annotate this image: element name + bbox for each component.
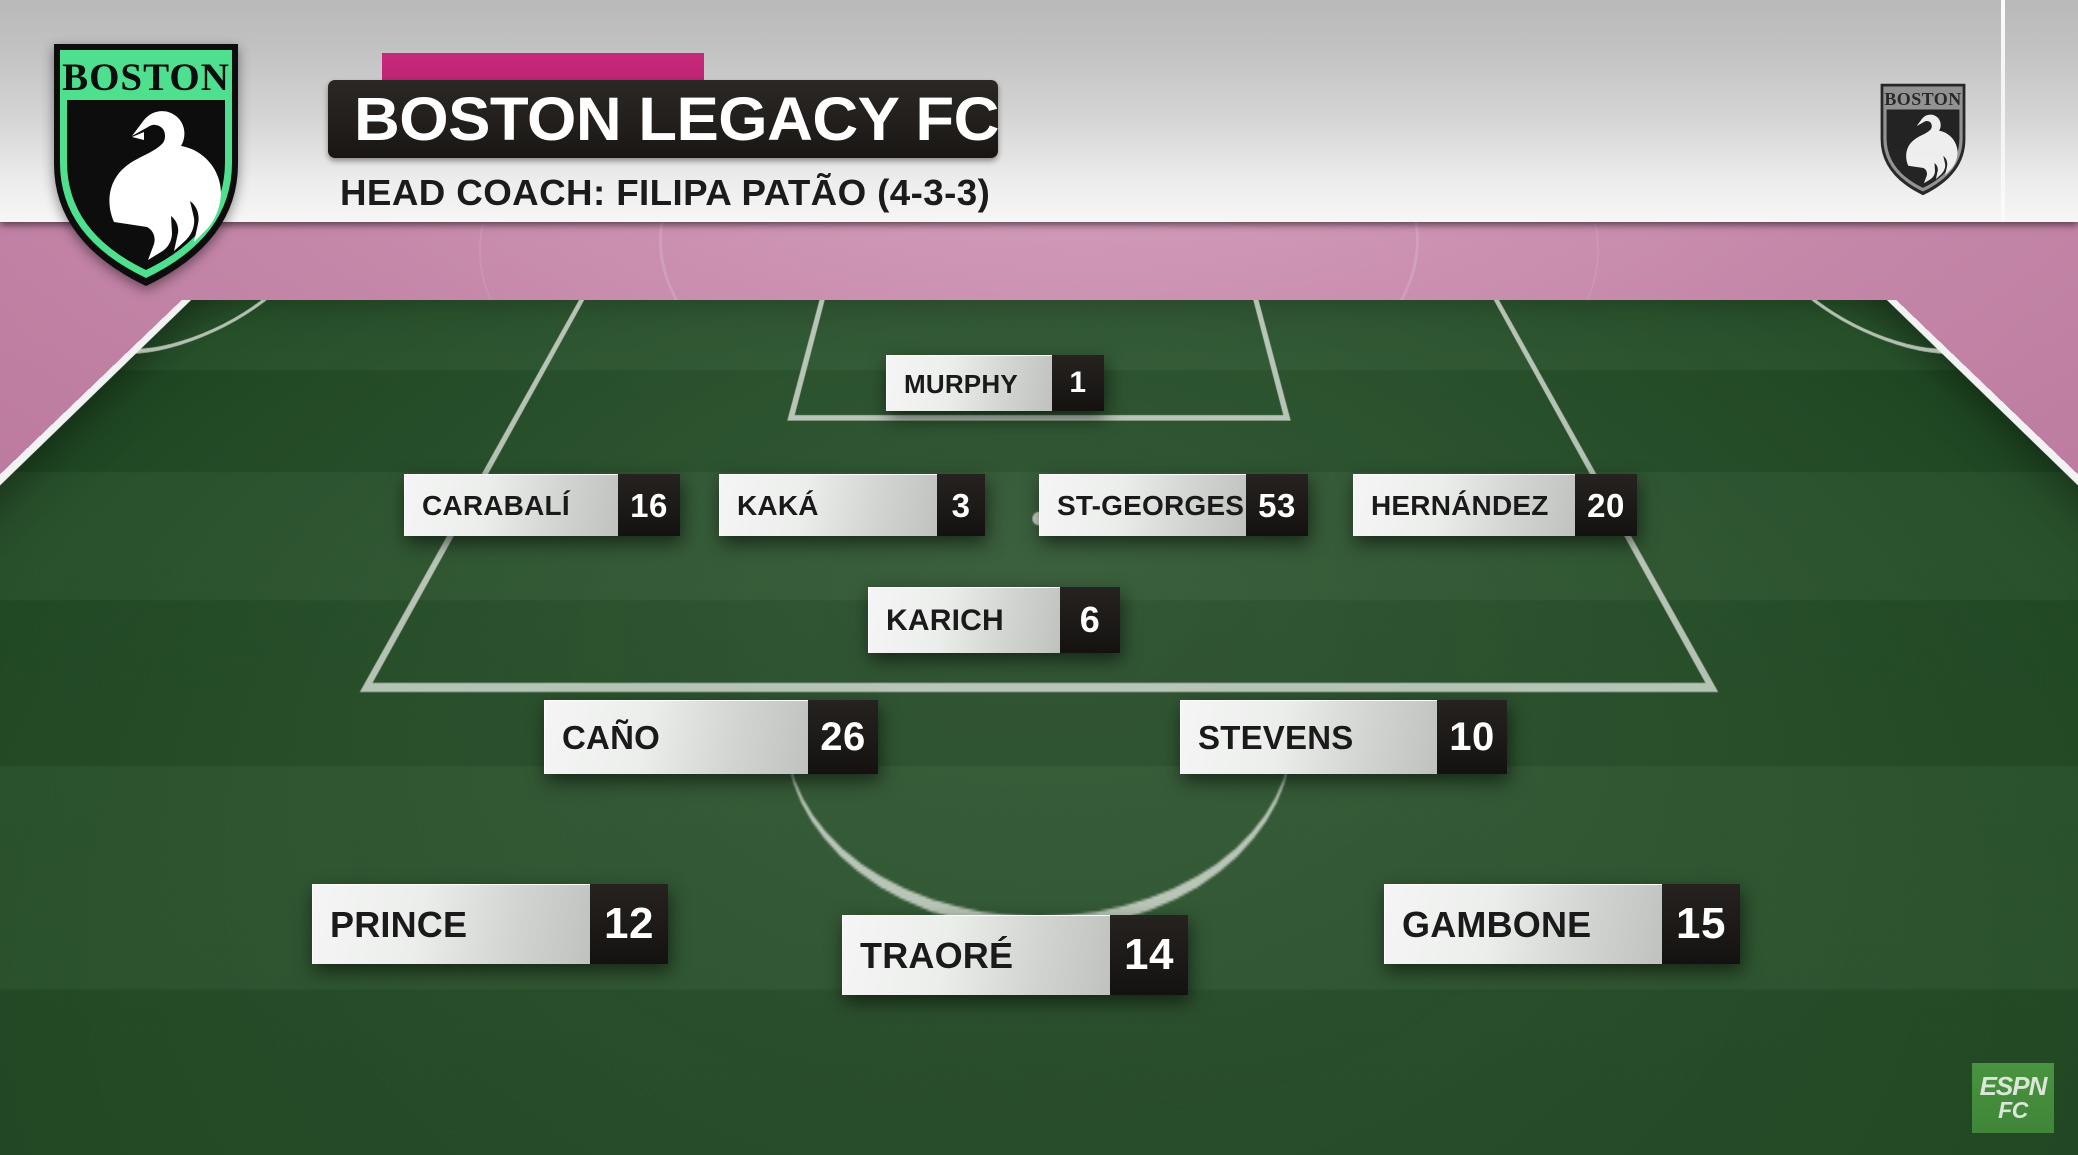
player-card[interactable]: PRINCE 12 xyxy=(312,884,668,964)
pitch-container xyxy=(0,300,2078,1155)
player-name: HERNÁNDEZ xyxy=(1371,489,1549,521)
player-number-box: 12 xyxy=(590,884,668,964)
player-card[interactable]: CARABALÍ 16 xyxy=(404,474,680,536)
player-number-box: 10 xyxy=(1437,700,1507,774)
player-number: 3 xyxy=(951,486,971,524)
title-plate: BOSTON LEGACY FC xyxy=(328,80,999,158)
player-number: 15 xyxy=(1676,899,1726,948)
svg-text:BOSTON: BOSTON xyxy=(62,56,230,99)
player-card[interactable]: CAÑO 26 xyxy=(544,700,878,774)
svg-text:BOSTON: BOSTON xyxy=(1884,89,1961,109)
player-name-box: STEVENS xyxy=(1180,700,1437,774)
fc-logo-text: FC xyxy=(1998,1096,2028,1123)
header-divider xyxy=(2001,0,2005,222)
player-name-box: CAÑO xyxy=(544,700,808,774)
player-name-box: MURPHY xyxy=(886,355,1052,411)
player-name-box: KAKÁ xyxy=(719,474,937,536)
player-name: ST-GEORGES xyxy=(1057,489,1245,521)
player-number-box: 16 xyxy=(618,474,680,536)
player-number: 26 xyxy=(820,715,866,759)
player-number-box: 15 xyxy=(1662,884,1740,964)
player-name-box: HERNÁNDEZ xyxy=(1353,474,1575,536)
player-name: TRAORÉ xyxy=(860,934,1014,976)
espn-fc-logo: ESPN FC xyxy=(1972,1063,2054,1133)
player-card[interactable]: KARICH 6 xyxy=(868,587,1120,653)
player-name-box: CARABALÍ xyxy=(404,474,618,536)
player-card[interactable]: TRAORÉ 14 xyxy=(842,915,1188,995)
player-name-box: PRINCE xyxy=(312,884,590,964)
player-name-box: KARICH xyxy=(868,587,1060,653)
player-number-box: 53 xyxy=(1246,474,1308,536)
player-name: STEVENS xyxy=(1198,719,1354,756)
player-name: KAKÁ xyxy=(737,489,819,521)
player-number: 6 xyxy=(1079,599,1101,640)
player-number: 16 xyxy=(630,486,668,524)
player-name: GAMBONE xyxy=(1402,903,1592,945)
player-name: PRINCE xyxy=(330,903,468,945)
espn-logo-text: ESPN xyxy=(1979,1071,2048,1102)
player-name: CARABALÍ xyxy=(422,489,570,521)
player-name: MURPHY xyxy=(904,368,1018,399)
player-number-box: 14 xyxy=(1110,915,1188,995)
player-number-box: 26 xyxy=(808,700,878,774)
player-name-box: TRAORÉ xyxy=(842,915,1110,995)
player-number-box: 6 xyxy=(1060,587,1120,653)
player-card[interactable]: STEVENS 10 xyxy=(1180,700,1507,774)
player-name: CAÑO xyxy=(562,719,660,756)
player-number: 53 xyxy=(1258,486,1296,524)
player-number-box: 3 xyxy=(937,474,985,536)
player-card[interactable]: MURPHY 1 xyxy=(886,355,1104,411)
player-card[interactable]: GAMBONE 15 xyxy=(1384,884,1740,964)
player-number: 14 xyxy=(1124,930,1174,979)
header-bar xyxy=(0,0,2078,222)
player-card[interactable]: ST-GEORGES 53 xyxy=(1039,474,1308,536)
player-number-box: 20 xyxy=(1575,474,1637,536)
club-crest-small-icon: BOSTON xyxy=(1880,83,1966,196)
player-number: 10 xyxy=(1449,715,1495,759)
player-number: 1 xyxy=(1069,366,1087,399)
player-card[interactable]: KAKÁ 3 xyxy=(719,474,985,536)
club-crest-icon: BOSTON xyxy=(54,44,238,286)
player-number: 12 xyxy=(604,899,654,948)
player-number: 20 xyxy=(1587,486,1625,524)
player-name-box: ST-GEORGES xyxy=(1039,474,1246,536)
player-number-box: 1 xyxy=(1052,355,1104,411)
page-title: BOSTON LEGACY FC xyxy=(354,84,999,153)
player-name-box: GAMBONE xyxy=(1384,884,1662,964)
player-name: KARICH xyxy=(886,603,1004,637)
coach-subtitle: HEAD COACH: FILIPA PATÃO (4-3-3) xyxy=(340,172,991,213)
player-card[interactable]: HERNÁNDEZ 20 xyxy=(1353,474,1637,536)
